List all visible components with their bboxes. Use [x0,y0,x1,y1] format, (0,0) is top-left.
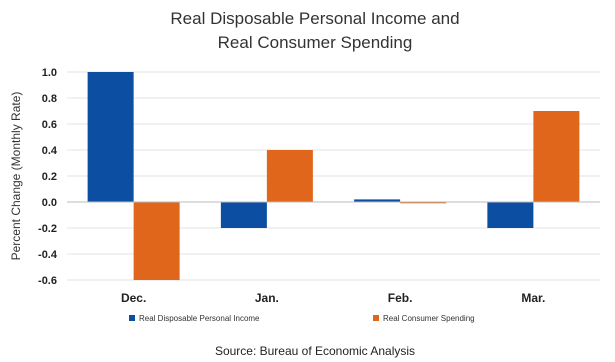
bar-spending-feb [400,202,447,204]
x-category-label: Mar. [521,291,545,305]
y-tick-label: 0.0 [42,197,57,209]
x-category-label: Jan. [255,291,279,305]
y-tick-label: 0.4 [42,145,58,157]
y-tick-label: 0.8 [42,93,57,105]
x-category-label: Dec. [121,291,146,305]
bar-income-jan [220,202,267,228]
y-tick-label: -0.6 [38,275,57,287]
y-axis-label: Percent Change (Monthly Rate) [9,92,23,261]
bar-spending-mar [533,111,580,202]
x-axis-categories: Dec. Jan. Feb. Mar. [121,291,545,305]
bar-income-mar [487,202,534,228]
legend: Real Disposable Personal Income Real Con… [129,314,475,323]
legend-label-spending: Real Consumer Spending [383,314,475,323]
chart-title-line-2: Real Consumer Spending [218,33,413,52]
y-tick-label: -0.2 [38,223,57,235]
bar-spending-dec [133,202,180,280]
y-tick-label: 0.6 [42,119,57,131]
bars [87,72,580,280]
legend-swatch-spending [373,315,379,321]
bar-income-feb [354,199,401,202]
legend-swatch-income [129,315,135,321]
legend-label-income: Real Disposable Personal Income [139,314,260,323]
source-note: Source: Bureau of Economic Analysis [215,344,415,358]
chart-title-line-1: Real Disposable Personal Income and [170,9,459,28]
y-tick-label: 0.2 [42,171,57,183]
y-axis-ticks: 1.0 0.8 0.6 0.4 0.2 0.0 -0.2 -0.4 -0.6 [38,67,58,287]
y-tick-label: -0.4 [38,249,58,261]
bar-income-dec [87,72,134,202]
x-category-label: Feb. [388,291,413,305]
bar-spending-jan [266,150,313,202]
y-tick-label: 1.0 [42,67,57,79]
